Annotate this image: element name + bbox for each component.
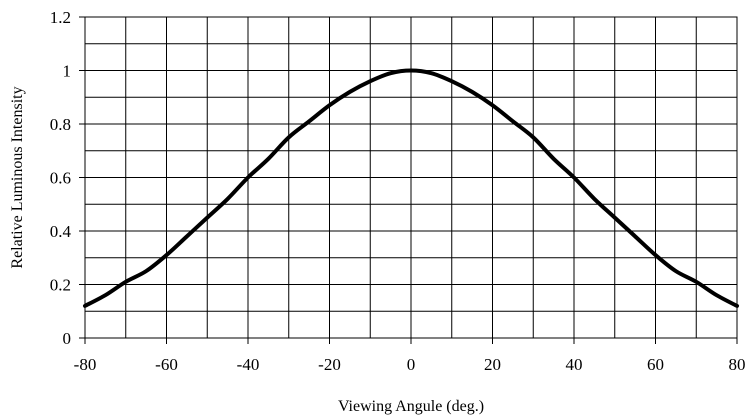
x-axis-title: Viewing Angule (deg.) [338,398,484,415]
x-tick-label: 80 [729,355,746,374]
series-line-0 [83,68,739,308]
series-layer [83,68,739,308]
y-tick-label: 0.4 [50,222,72,241]
y-axis-title: Relative Luminous Intensity [9,86,26,268]
y-tick-label: 0 [63,329,72,348]
x-tick-label: 20 [484,355,501,374]
x-tick-label: 40 [566,355,583,374]
y-tick-label: 0.2 [50,276,71,295]
x-tick-label: 0 [407,355,416,374]
y-tick-label: 0.8 [50,115,71,134]
y-tick-label: 1 [63,62,72,81]
x-tick-label: -40 [237,355,260,374]
x-tick-label: -80 [74,355,97,374]
x-tick-label: -60 [155,355,178,374]
y-tick-label: 1.2 [50,8,71,27]
x-tick-label: -20 [318,355,341,374]
grid [85,17,737,338]
y-tick-labels: 0 0.2 0.4 0.6 0.8 1 1.2 [50,8,85,348]
x-tick-label: 60 [647,355,664,374]
y-tick-label: 0.6 [50,169,71,188]
x-tick-labels: -80 -60 -40 -20 0 20 40 60 80 [74,338,746,374]
